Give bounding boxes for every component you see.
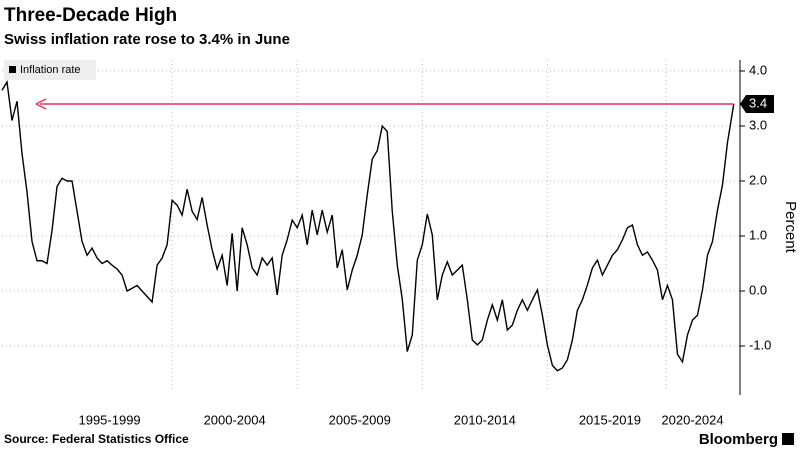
- x-tick-label: 2015-2019: [579, 412, 641, 427]
- x-tick-label: 2005-2009: [329, 412, 391, 427]
- source: Source: Federal Statistics Office: [4, 432, 189, 446]
- y-tick-label: 1.0: [749, 227, 767, 242]
- x-tick-label: 2000-2004: [204, 412, 266, 427]
- legend-swatch: [9, 66, 16, 73]
- y-tick-label: 3.0: [749, 117, 767, 132]
- annotation-label: 3.4: [749, 95, 767, 110]
- annotation-box: [740, 95, 774, 113]
- y-tick-label: 2.0: [749, 172, 767, 187]
- legend-label: Inflation rate: [20, 64, 81, 76]
- y-tick-label: -1.0: [749, 337, 771, 352]
- x-tick-label: 2020-2024: [661, 412, 723, 427]
- chart-subtitle: Swiss inflation rate rose to 3.4% in Jun…: [4, 31, 290, 48]
- x-tick-label: 1995-1999: [78, 412, 140, 427]
- chart-title: Three-Decade High: [4, 5, 177, 26]
- y-axis-label: Percent: [782, 201, 799, 254]
- y-tick-label: 0.0: [749, 282, 767, 297]
- brand-icon: [782, 433, 794, 445]
- y-tick-label: 4.0: [749, 62, 767, 77]
- line-series: [1, 79, 735, 372]
- brand: Bloomberg: [699, 431, 778, 448]
- legend-box: [4, 60, 96, 80]
- annotation-arrowhead: [35, 98, 47, 110]
- x-tick-label: 2010-2014: [454, 412, 516, 427]
